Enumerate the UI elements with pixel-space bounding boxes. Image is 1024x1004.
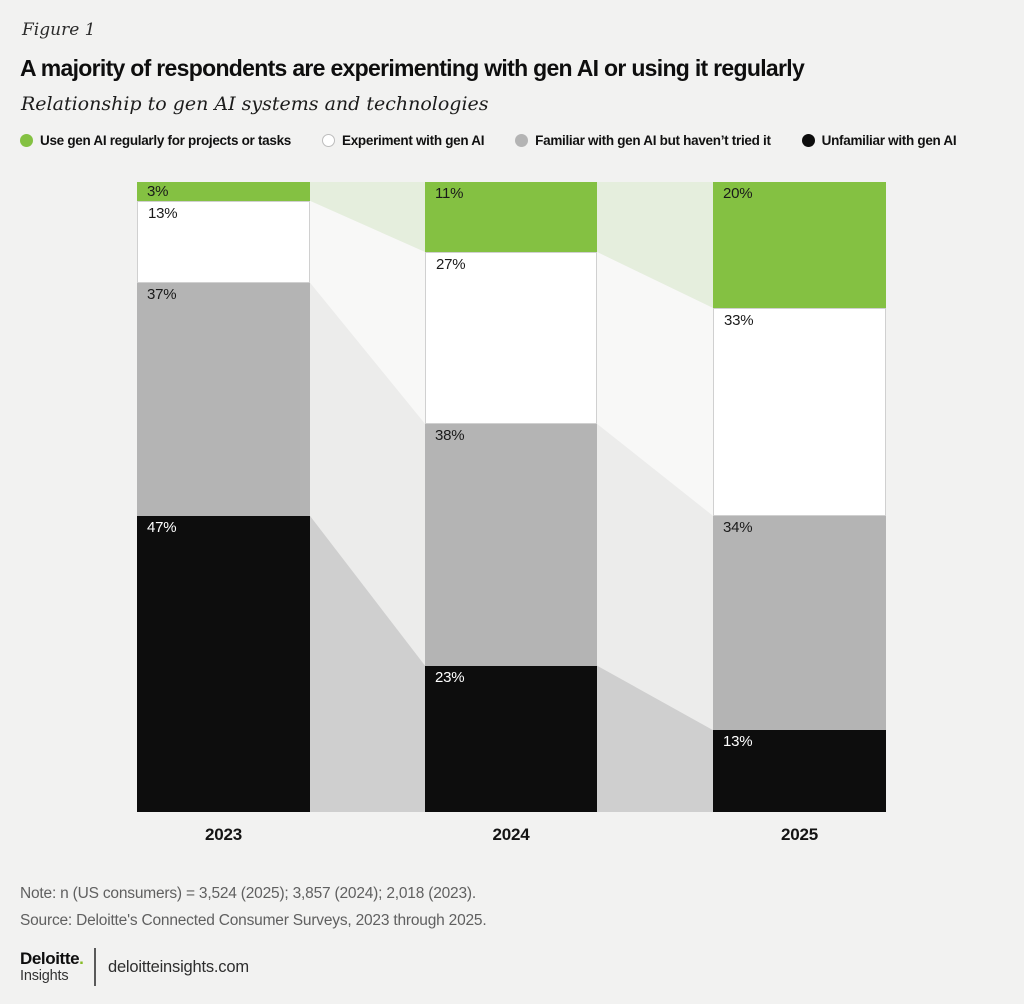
flow-ribbon [597, 665, 713, 812]
flow-ribbon [597, 182, 713, 308]
footer-site-link[interactable]: deloitteinsights.com [107, 957, 249, 976]
bar-2025: 20% 33% 34% 13% [713, 182, 886, 812]
x-axis-label: 2024 [492, 825, 530, 844]
flow-ribbon [310, 282, 425, 666]
note-text: Note: n (US consumers) = 3,524 (2025); 3… [20, 885, 476, 902]
legend-label: Use gen AI regularly for projects or tas… [40, 133, 291, 148]
bar-segment: 13% [713, 730, 886, 812]
stacked-bar-chart: 3% 13% 37% 47% 11% 27% 38% 23% 20% 33% 34% 13% [0, 182, 1024, 812]
segment-value-label: 37% [147, 285, 177, 303]
flow-ribbon [597, 423, 713, 731]
x-axis-label: 2025 [780, 825, 819, 844]
source-text: Source: Deloitte's Connected Consumer Su… [20, 912, 487, 929]
footer-divider [94, 948, 96, 986]
bar-segment: 20% [713, 182, 886, 308]
segment-value-label: 13% [723, 733, 753, 751]
segment-value-label: 11% [435, 185, 464, 202]
legend-item: Use gen AI regularly for projects or tas… [20, 133, 291, 148]
bar-segment: 34% [713, 515, 886, 731]
flow-ribbon [310, 200, 425, 424]
flow-ribbons [310, 182, 713, 812]
deloitte-logo: Deloitte. Insights [20, 948, 84, 984]
segment-value-label: 3% [147, 183, 169, 200]
legend-item: Unfamiliar with gen AI [801, 133, 957, 148]
segment-value-label: 38% [435, 426, 465, 444]
segment-value-label: 23% [435, 668, 465, 686]
chart-subtitle: Relationship to gen AI systems and techn… [21, 93, 489, 115]
legend-swatch-icon [515, 134, 529, 147]
bar-segment: 38% [425, 423, 597, 666]
bar-segment: 47% [137, 515, 310, 812]
bar-segment: 37% [137, 282, 310, 516]
flow-ribbon [597, 252, 713, 516]
segment-value-label: 47% [147, 518, 177, 536]
bar-2023: 3% 13% 37% 47% [137, 182, 310, 812]
legend-label: Experiment with gen AI [342, 133, 485, 148]
legend-swatch-icon [801, 134, 815, 147]
legend-item: Familiar with gen AI but haven’t tried i… [515, 133, 771, 148]
segment-value-label: 33% [724, 312, 754, 329]
legend-label: Familiar with gen AI but haven’t tried i… [535, 133, 771, 148]
legend-swatch-icon [322, 134, 335, 147]
bar-segment: 33% [713, 308, 886, 516]
legend: Use gen AI regularly for projects or tas… [20, 133, 1010, 148]
figure-label: Figure 1 [22, 20, 96, 40]
flow-ribbon [310, 182, 425, 252]
bar-segment: 3% [137, 182, 310, 201]
bar-2024: 11% 27% 38% 23% [425, 182, 597, 812]
segment-value-label: 13% [148, 204, 178, 222]
footer: Deloitte. Insights deloitteinsights.com [20, 948, 249, 986]
bar-segment: 23% [425, 665, 597, 812]
chart-title: A majority of respondents are experiment… [20, 55, 805, 81]
legend-label: Unfamiliar with gen AI [821, 133, 957, 148]
flow-ribbon [310, 515, 425, 812]
legend-item: Experiment with gen AI [322, 133, 484, 148]
brand-green-dot: . [79, 948, 84, 968]
brand-subname: Insights [20, 967, 69, 984]
segment-value-label: 27% [436, 256, 466, 273]
brand-name: Deloitte. [20, 948, 84, 968]
bar-segment: 11% [425, 182, 597, 252]
legend-swatch-icon [20, 134, 33, 147]
segment-value-label: 34% [723, 518, 753, 536]
x-axis-label: 2023 [204, 825, 243, 844]
segment-value-label: 20% [723, 185, 753, 202]
bar-segment: 13% [137, 200, 310, 283]
bar-segment: 27% [425, 252, 597, 424]
